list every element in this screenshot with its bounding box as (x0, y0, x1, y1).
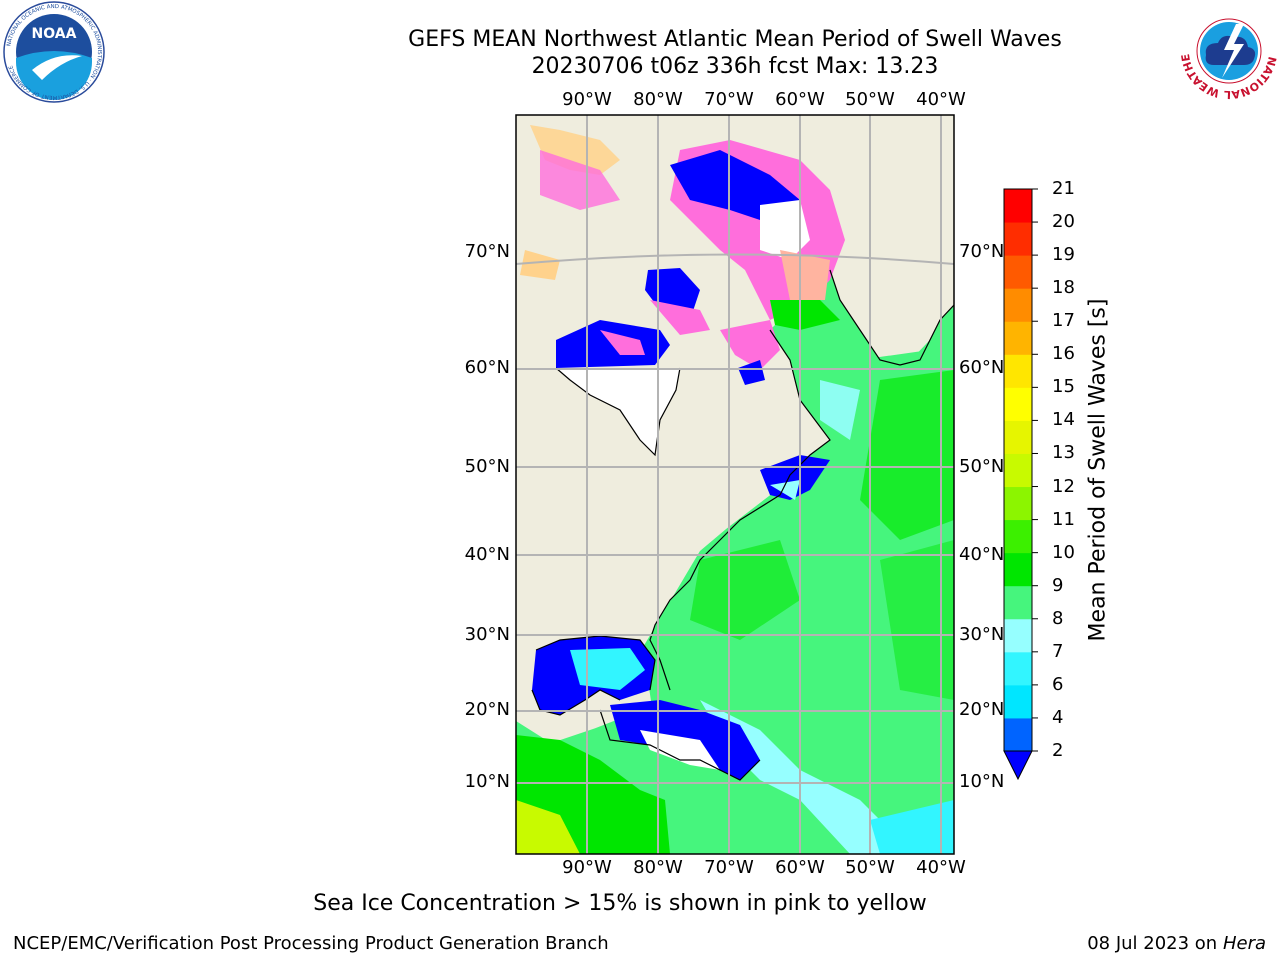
colorbar-tick-label: 11 (1052, 508, 1075, 530)
sea-ice-note: Sea Ice Concentration > 15% is shown in … (313, 891, 927, 916)
lon-label-top: 70°W (704, 89, 754, 110)
lat-label-right: 20°N (959, 699, 1005, 720)
sea-ice (540, 150, 620, 210)
map-frame (515, 114, 955, 855)
colorbar-tick-label: 20 (1052, 211, 1075, 233)
svg-text:NOAA: NOAA (32, 26, 77, 42)
colorbar (1003, 188, 1038, 781)
noaa-logo: NOAA NATIONAL OCEANIC AND ATMOSPHERIC AD… (3, 1, 105, 103)
swell-patch (770, 480, 800, 500)
lon-label-bottom: 70°W (704, 857, 754, 878)
colorbar-bin (1004, 222, 1032, 256)
colorbar-bin (1004, 354, 1032, 388)
colorbar-bin (1004, 618, 1032, 653)
lat-label-right: 10°N (959, 771, 1005, 792)
lat-label-right: 60°N (959, 357, 1005, 378)
colorbar-tick-label: 21 (1052, 178, 1075, 199)
colorbar-bin (1004, 453, 1032, 488)
lat-label-left: 50°N (464, 456, 510, 477)
colorbar-tick-label: 17 (1052, 310, 1075, 332)
swell-patch (820, 380, 860, 440)
lat-label-right: 30°N (959, 624, 1005, 645)
colorbar-tick-label: 19 (1052, 244, 1075, 266)
colorbar-bin (1004, 486, 1032, 521)
lat-label-left: 20°N (464, 699, 510, 720)
colorbar-bin (1004, 552, 1032, 587)
colorbar-extend-arrow (1003, 750, 1033, 781)
colorbar-bin (1004, 585, 1032, 620)
lon-label-top: 90°W (562, 89, 612, 110)
sea-ice (600, 330, 645, 355)
chart-title: GEFS MEAN Northwest Atlantic Mean Period… (408, 27, 1062, 52)
sea-ice (780, 250, 830, 300)
lon-label-bottom: 80°W (633, 857, 683, 878)
sea-ice (650, 300, 710, 335)
colorbar-tick-label: 10 (1052, 541, 1075, 563)
missing-data (760, 200, 810, 260)
colorbar-bin (1004, 717, 1032, 752)
lon-label-bottom: 90°W (562, 857, 612, 878)
colorbar-bin (1004, 321, 1032, 355)
nws-logo: NATIONAL WEATHER SERVICE (1178, 0, 1279, 101)
lat-label-right: 40°N (959, 544, 1005, 565)
colorbar-bin (1004, 684, 1032, 719)
colorbar-tick-label: 12 (1052, 475, 1075, 497)
colorbar-tick-label: 18 (1052, 277, 1075, 299)
colorbar-bin (1004, 255, 1032, 289)
swell-patch (570, 648, 645, 690)
sea-ice (720, 320, 780, 370)
lon-label-top: 50°W (845, 89, 895, 110)
colorbar-title: Mean Period of Swell Waves [s] (1085, 298, 1111, 642)
lat-label-left: 70°N (464, 241, 510, 262)
lon-label-top: 60°W (775, 89, 825, 110)
swell-patch (880, 540, 954, 700)
footer-date: 08 Jul 2023 on Hera (1087, 933, 1266, 954)
lon-label-bottom: 50°W (845, 857, 895, 878)
colorbar-tick-label: 9 (1052, 574, 1064, 596)
lat-label-left: 60°N (464, 357, 510, 378)
chart-subtitle: 20230706 t06z 336h fcst Max: 13.23 (531, 54, 939, 79)
colorbar-tick-label: 4 (1052, 706, 1064, 728)
lon-label-top: 40°W (916, 89, 966, 110)
colorbar-tick-label: 7 (1052, 640, 1064, 662)
lon-label-bottom: 60°W (775, 857, 825, 878)
footer-date-text: 08 Jul 2023 on (1087, 933, 1218, 954)
colorbar-tick-label: 16 (1052, 343, 1075, 365)
swell-patch (516, 800, 580, 854)
swell-patch (860, 370, 954, 540)
lat-label-left: 10°N (464, 771, 510, 792)
sea-ice (520, 250, 560, 280)
swell-patch (870, 800, 954, 854)
swell-patch (770, 300, 840, 330)
colorbar-bin (1004, 387, 1032, 421)
colorbar-bin (1004, 651, 1032, 686)
colorbar-frame (1003, 188, 1033, 752)
swell-patch (700, 700, 954, 854)
swell-patch (690, 540, 800, 640)
colorbar-tick-label: 15 (1052, 376, 1075, 398)
lat-label-right: 70°N (959, 241, 1005, 262)
lon-label-top: 80°W (633, 89, 683, 110)
colorbar-bin (1004, 288, 1032, 322)
colorbar-bin (1004, 189, 1032, 223)
colorbar-tick-label: 8 (1052, 607, 1064, 629)
colorbar-bin (1004, 420, 1032, 454)
footer-branch: NCEP/EMC/Verification Post Processing Pr… (13, 933, 609, 954)
lon-label-bottom: 40°W (916, 857, 966, 878)
colorbar-tick-label: 13 (1052, 442, 1075, 464)
colorbar-tick-label: 2 (1052, 740, 1064, 761)
hudson-strait (738, 360, 765, 385)
footer-host: Hera (1222, 933, 1266, 954)
lat-label-right: 50°N (959, 456, 1005, 477)
graticule (515, 115, 955, 854)
lat-label-left: 30°N (464, 624, 510, 645)
colorbar-tick-label: 6 (1052, 673, 1064, 695)
lat-label-left: 40°N (464, 544, 510, 565)
colorbar-tick-label: 14 (1052, 409, 1075, 431)
colorbar-bin (1004, 519, 1032, 554)
